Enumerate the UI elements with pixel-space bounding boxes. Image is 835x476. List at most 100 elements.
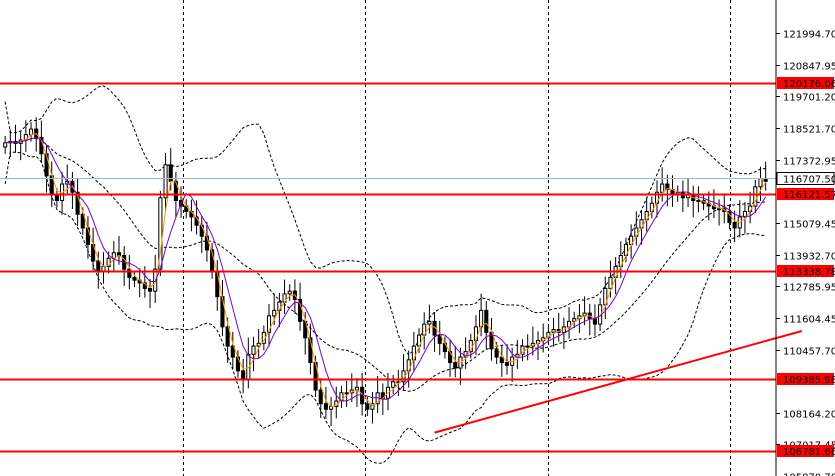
candle-body bbox=[241, 370, 246, 380]
candle-body bbox=[28, 128, 34, 136]
candle-body bbox=[3, 142, 8, 148]
candle bbox=[323, 387, 328, 419]
candle-body bbox=[494, 348, 499, 358]
slow-ma-line bbox=[5, 137, 767, 402]
candle-body bbox=[592, 318, 597, 325]
y-tick-label: 120847.95 bbox=[783, 62, 835, 73]
candle-body bbox=[453, 362, 458, 369]
candle bbox=[44, 144, 49, 193]
candle-body bbox=[142, 282, 147, 289]
candle-body bbox=[111, 252, 116, 259]
candle bbox=[484, 301, 489, 350]
candle bbox=[572, 311, 577, 329]
candle bbox=[489, 318, 494, 361]
y-tick-label: 121994.70 bbox=[783, 30, 835, 41]
candle bbox=[266, 304, 272, 347]
horizontal-levels bbox=[0, 82, 776, 453]
candle-body bbox=[298, 298, 303, 322]
candle bbox=[3, 135, 8, 154]
candle bbox=[256, 329, 261, 358]
level-label-box bbox=[777, 265, 834, 277]
candle-body bbox=[696, 200, 701, 203]
candle bbox=[163, 152, 168, 213]
candle bbox=[391, 374, 396, 395]
candle-body bbox=[660, 183, 665, 193]
candle-body bbox=[173, 180, 178, 202]
candle-body bbox=[525, 345, 530, 348]
candle-body bbox=[127, 268, 132, 278]
candle bbox=[147, 279, 153, 308]
candle bbox=[717, 199, 722, 226]
level-label: 120176.06 bbox=[783, 79, 835, 90]
candle-body bbox=[163, 164, 168, 199]
vertical-grid bbox=[183, 0, 731, 476]
candle-body bbox=[365, 403, 370, 410]
candle-body bbox=[758, 178, 763, 188]
level-label-box bbox=[777, 188, 834, 200]
candle bbox=[525, 334, 530, 361]
candle-body bbox=[266, 315, 272, 333]
y-tick-label: 112785.95 bbox=[783, 283, 835, 294]
candle-body bbox=[753, 186, 758, 207]
candle-body bbox=[230, 345, 235, 358]
candle-body bbox=[608, 276, 613, 289]
y-tick-label: 110457.70 bbox=[783, 347, 835, 358]
candle-body bbox=[75, 191, 80, 215]
y-tick-label: 118521.70 bbox=[783, 125, 835, 136]
candle bbox=[665, 174, 670, 207]
candle-body bbox=[489, 331, 494, 350]
candle bbox=[732, 210, 737, 243]
candle-body bbox=[572, 318, 577, 322]
candle-body bbox=[427, 320, 432, 325]
candle bbox=[660, 167, 665, 202]
candle bbox=[230, 331, 235, 369]
current-price-label-box bbox=[776, 172, 835, 185]
candle-body bbox=[44, 153, 49, 177]
candle-body bbox=[546, 331, 551, 339]
candle bbox=[504, 345, 510, 375]
candle-body bbox=[665, 183, 670, 191]
candle-body bbox=[96, 260, 101, 273]
candle-body bbox=[484, 309, 489, 333]
level-label-box bbox=[777, 373, 834, 385]
candle-body bbox=[551, 329, 556, 333]
candle-body bbox=[479, 309, 484, 328]
level-label: 116121.57 bbox=[783, 190, 835, 201]
candle bbox=[308, 323, 313, 375]
candle bbox=[499, 345, 504, 377]
candle-body bbox=[437, 334, 442, 344]
candle-body bbox=[499, 356, 504, 364]
middle-band bbox=[5, 137, 766, 392]
candle bbox=[344, 380, 349, 408]
y-tick-label: 117372.95 bbox=[783, 157, 835, 168]
candle-body bbox=[54, 194, 59, 202]
y-tick-label: 113932.70 bbox=[783, 252, 835, 263]
current-price-label: 116707.50 bbox=[783, 175, 835, 186]
level-label: 109385.98 bbox=[783, 375, 835, 386]
candle-body bbox=[732, 221, 737, 229]
y-tick-label: 108164.20 bbox=[783, 410, 835, 421]
candle bbox=[437, 320, 442, 356]
candle-body bbox=[251, 345, 256, 355]
candle bbox=[111, 240, 116, 273]
candle-body bbox=[106, 257, 111, 267]
candle-body bbox=[318, 389, 323, 405]
candle bbox=[251, 336, 256, 372]
candle bbox=[298, 282, 303, 331]
y-tick-label: 115079.45 bbox=[783, 220, 835, 231]
candle bbox=[370, 391, 375, 424]
candle-body bbox=[344, 392, 349, 395]
y-tick-label: 111604.45 bbox=[783, 315, 835, 326]
candle bbox=[287, 284, 292, 301]
candle bbox=[551, 317, 556, 347]
level-label-box bbox=[777, 445, 834, 457]
candle bbox=[75, 177, 80, 227]
candle-body bbox=[323, 403, 328, 410]
candle-body bbox=[132, 276, 137, 281]
level-label-box bbox=[777, 77, 834, 89]
candle-body bbox=[370, 403, 375, 410]
candle bbox=[453, 345, 458, 378]
upper-band bbox=[4, 85, 766, 356]
